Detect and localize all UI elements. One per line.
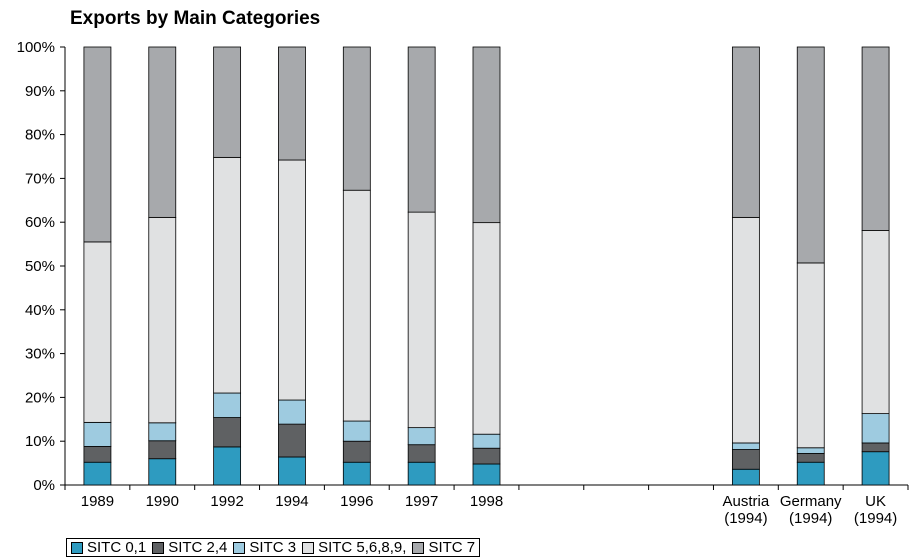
bar-segment (731, 46, 760, 218)
bar-segment (861, 451, 890, 486)
x-tick-label: Germany (1994) (780, 493, 842, 527)
bar-segment (83, 461, 112, 486)
x-tick-label: 1994 (275, 493, 308, 510)
legend-item: SITC 0,1 (71, 539, 146, 556)
x-tick-label: 1996 (340, 493, 373, 510)
y-tick-label: 100% (17, 39, 55, 56)
bar-segment (796, 447, 825, 454)
bar-segment (83, 46, 112, 243)
bar-segment (861, 46, 890, 231)
bar-segment (861, 442, 890, 453)
bar-segment (278, 46, 306, 161)
bar-segment (213, 417, 242, 448)
bar-segment (472, 447, 501, 465)
legend-label: SITC 5,6,8,9, (318, 539, 407, 556)
x-tick-label: Austria (1994) (723, 493, 770, 527)
legend-label: SITC 2,4 (168, 539, 228, 556)
bar-segment (731, 468, 760, 486)
bar-segment (213, 446, 242, 486)
bar-segment (731, 449, 760, 470)
legend-swatch (152, 541, 165, 554)
bar-segment (472, 463, 501, 486)
x-tick-label: 1992 (210, 493, 243, 510)
bar-segment (278, 456, 306, 486)
legend-item: SITC 7 (412, 539, 475, 556)
y-tick-label: 50% (25, 258, 55, 275)
bar-segment (796, 461, 825, 486)
bar-segment (148, 216, 177, 424)
bar-segment (278, 423, 306, 458)
bar-segment (472, 433, 501, 449)
bar-segment (731, 442, 760, 450)
bar-segment (407, 427, 436, 446)
bar-segment (796, 262, 825, 449)
bar-segment (342, 440, 371, 463)
bar-segment (213, 156, 242, 394)
bar-segment (83, 446, 112, 463)
bar-segment (213, 46, 242, 158)
legend-swatch (412, 541, 425, 554)
legend: SITC 0,1 SITC 2,4 SITC 3 SITC 5,6,8,9, SITC … (66, 538, 481, 557)
x-tick-label: 1998 (470, 493, 503, 510)
y-tick-label: 40% (25, 302, 55, 319)
y-tick-label: 80% (25, 127, 55, 144)
bar-segment (148, 46, 177, 218)
x-tick-label: 1997 (405, 493, 438, 510)
legend-item: SITC 5,6,8,9, (302, 539, 406, 556)
bar-segment (83, 241, 112, 423)
bar-segment (148, 458, 177, 486)
bar-segment (278, 399, 306, 425)
bar-segment (407, 46, 436, 213)
bar-segment (861, 413, 890, 444)
chart-svg: 0% 10% 20% 30% 40% 50% 60% 70% 80% 90% 100% 1989 199… (17, 39, 909, 527)
chart-title: Exports by Main Categories (70, 8, 321, 29)
bar-segment (861, 230, 890, 415)
x-tick-label: 1990 (146, 493, 179, 510)
bar-segment (342, 420, 371, 442)
y-tick-label: 10% (25, 433, 55, 450)
bar-segment (148, 422, 177, 442)
legend-item: SITC 2,4 (152, 539, 227, 556)
x-tick-label: 1989 (81, 493, 114, 510)
legend-label: SITC 0,1 (87, 539, 147, 556)
y-tick-label: 90% (25, 83, 55, 100)
legend-label: SITC 7 (428, 539, 476, 556)
bar-segment (407, 461, 436, 486)
bar-segment (407, 444, 436, 463)
bar-segment (213, 392, 242, 418)
legend-swatch (302, 541, 315, 554)
bar-segment (796, 46, 825, 264)
y-tick-label: 20% (25, 389, 55, 406)
bar-segment (407, 211, 436, 429)
bar-segment (148, 440, 177, 460)
legend-label: SITC 3 (249, 539, 297, 556)
y-tick-label: 60% (25, 214, 55, 231)
x-tick-label: UK (1994) (854, 493, 897, 527)
bar-segment (472, 222, 501, 435)
bar-segment (342, 46, 371, 191)
legend-item: SITC 3 (233, 539, 296, 556)
bar-segment (342, 461, 371, 486)
y-tick-label: 0% (33, 477, 55, 494)
bar-segment (796, 453, 825, 463)
bar-segment (278, 159, 306, 401)
bar-segment (342, 189, 371, 422)
bar-segment (83, 421, 112, 447)
y-tick-label: 70% (25, 170, 55, 187)
legend-swatch (71, 541, 83, 554)
legend-swatch (233, 541, 246, 554)
y-tick-label: 30% (25, 346, 55, 363)
bar-segment (472, 46, 501, 224)
bar-segment (731, 216, 760, 444)
